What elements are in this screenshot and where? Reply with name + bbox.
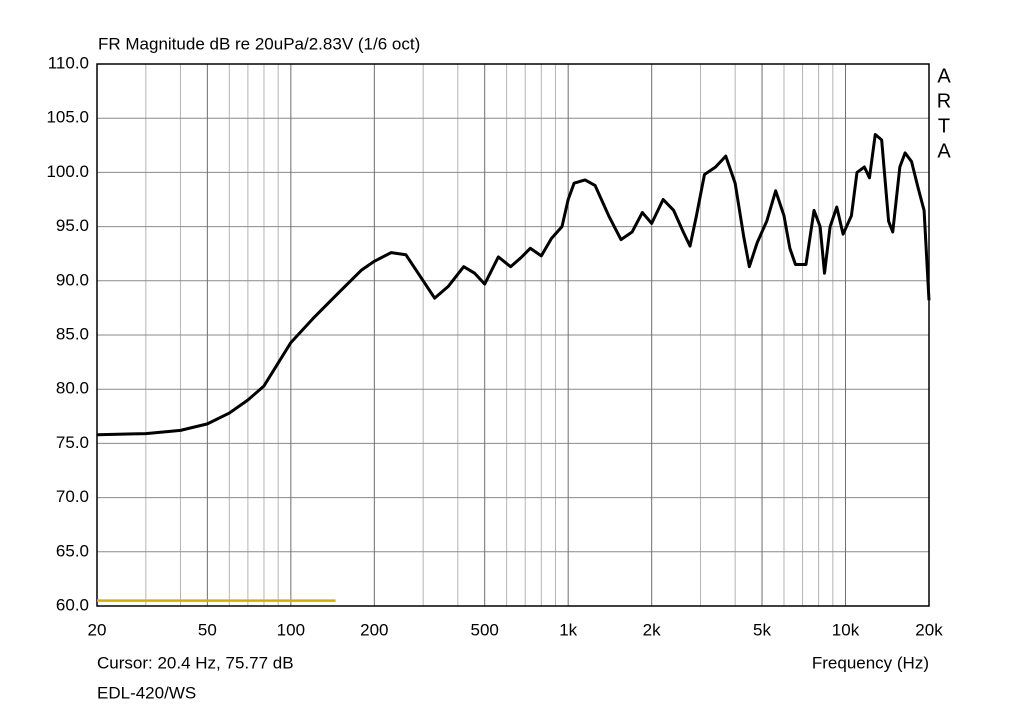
plot-frame [96, 63, 930, 607]
watermark-letter: A [937, 140, 951, 162]
x-tick-label: 5k [753, 620, 771, 639]
cursor-readout: Cursor: 20.4 Hz, 75.77 dB [97, 653, 294, 672]
device-name: EDL-420/WS [97, 683, 196, 702]
y-tick-label: 60.0 [56, 595, 89, 614]
y-tick-label: 95.0 [56, 216, 89, 235]
chart-title: FR Magnitude dB re 20uPa/2.83V (1/6 oct) [98, 34, 420, 53]
x-tick-label: 2k [643, 620, 661, 639]
x-axis-label: Frequency (Hz) [812, 653, 929, 672]
y-tick-label: 100.0 [46, 162, 89, 181]
y-tick-label: 80.0 [56, 379, 89, 398]
x-tick-label: 20k [915, 620, 943, 639]
y-tick-label: 90.0 [56, 270, 89, 289]
y-tick-label: 105.0 [46, 108, 89, 127]
y-tick-label: 85.0 [56, 324, 89, 343]
x-tick-label: 10k [832, 620, 860, 639]
y-tick-label: 65.0 [56, 541, 89, 560]
watermark-letter: R [937, 90, 951, 112]
x-tick-label: 20 [88, 620, 107, 639]
x-tick-label: 100 [277, 620, 305, 639]
y-tick-label: 70.0 [56, 487, 89, 506]
y-tick-label: 110.0 [48, 53, 89, 72]
y-tick-label: 75.0 [56, 433, 89, 452]
watermark-letter: T [938, 115, 950, 137]
watermark-letter: A [937, 65, 951, 87]
x-tick-label: 200 [360, 620, 388, 639]
x-tick-label: 500 [471, 620, 499, 639]
x-tick-label: 50 [198, 620, 217, 639]
x-tick-label: 1k [559, 620, 577, 639]
response-curve [96, 132, 931, 437]
